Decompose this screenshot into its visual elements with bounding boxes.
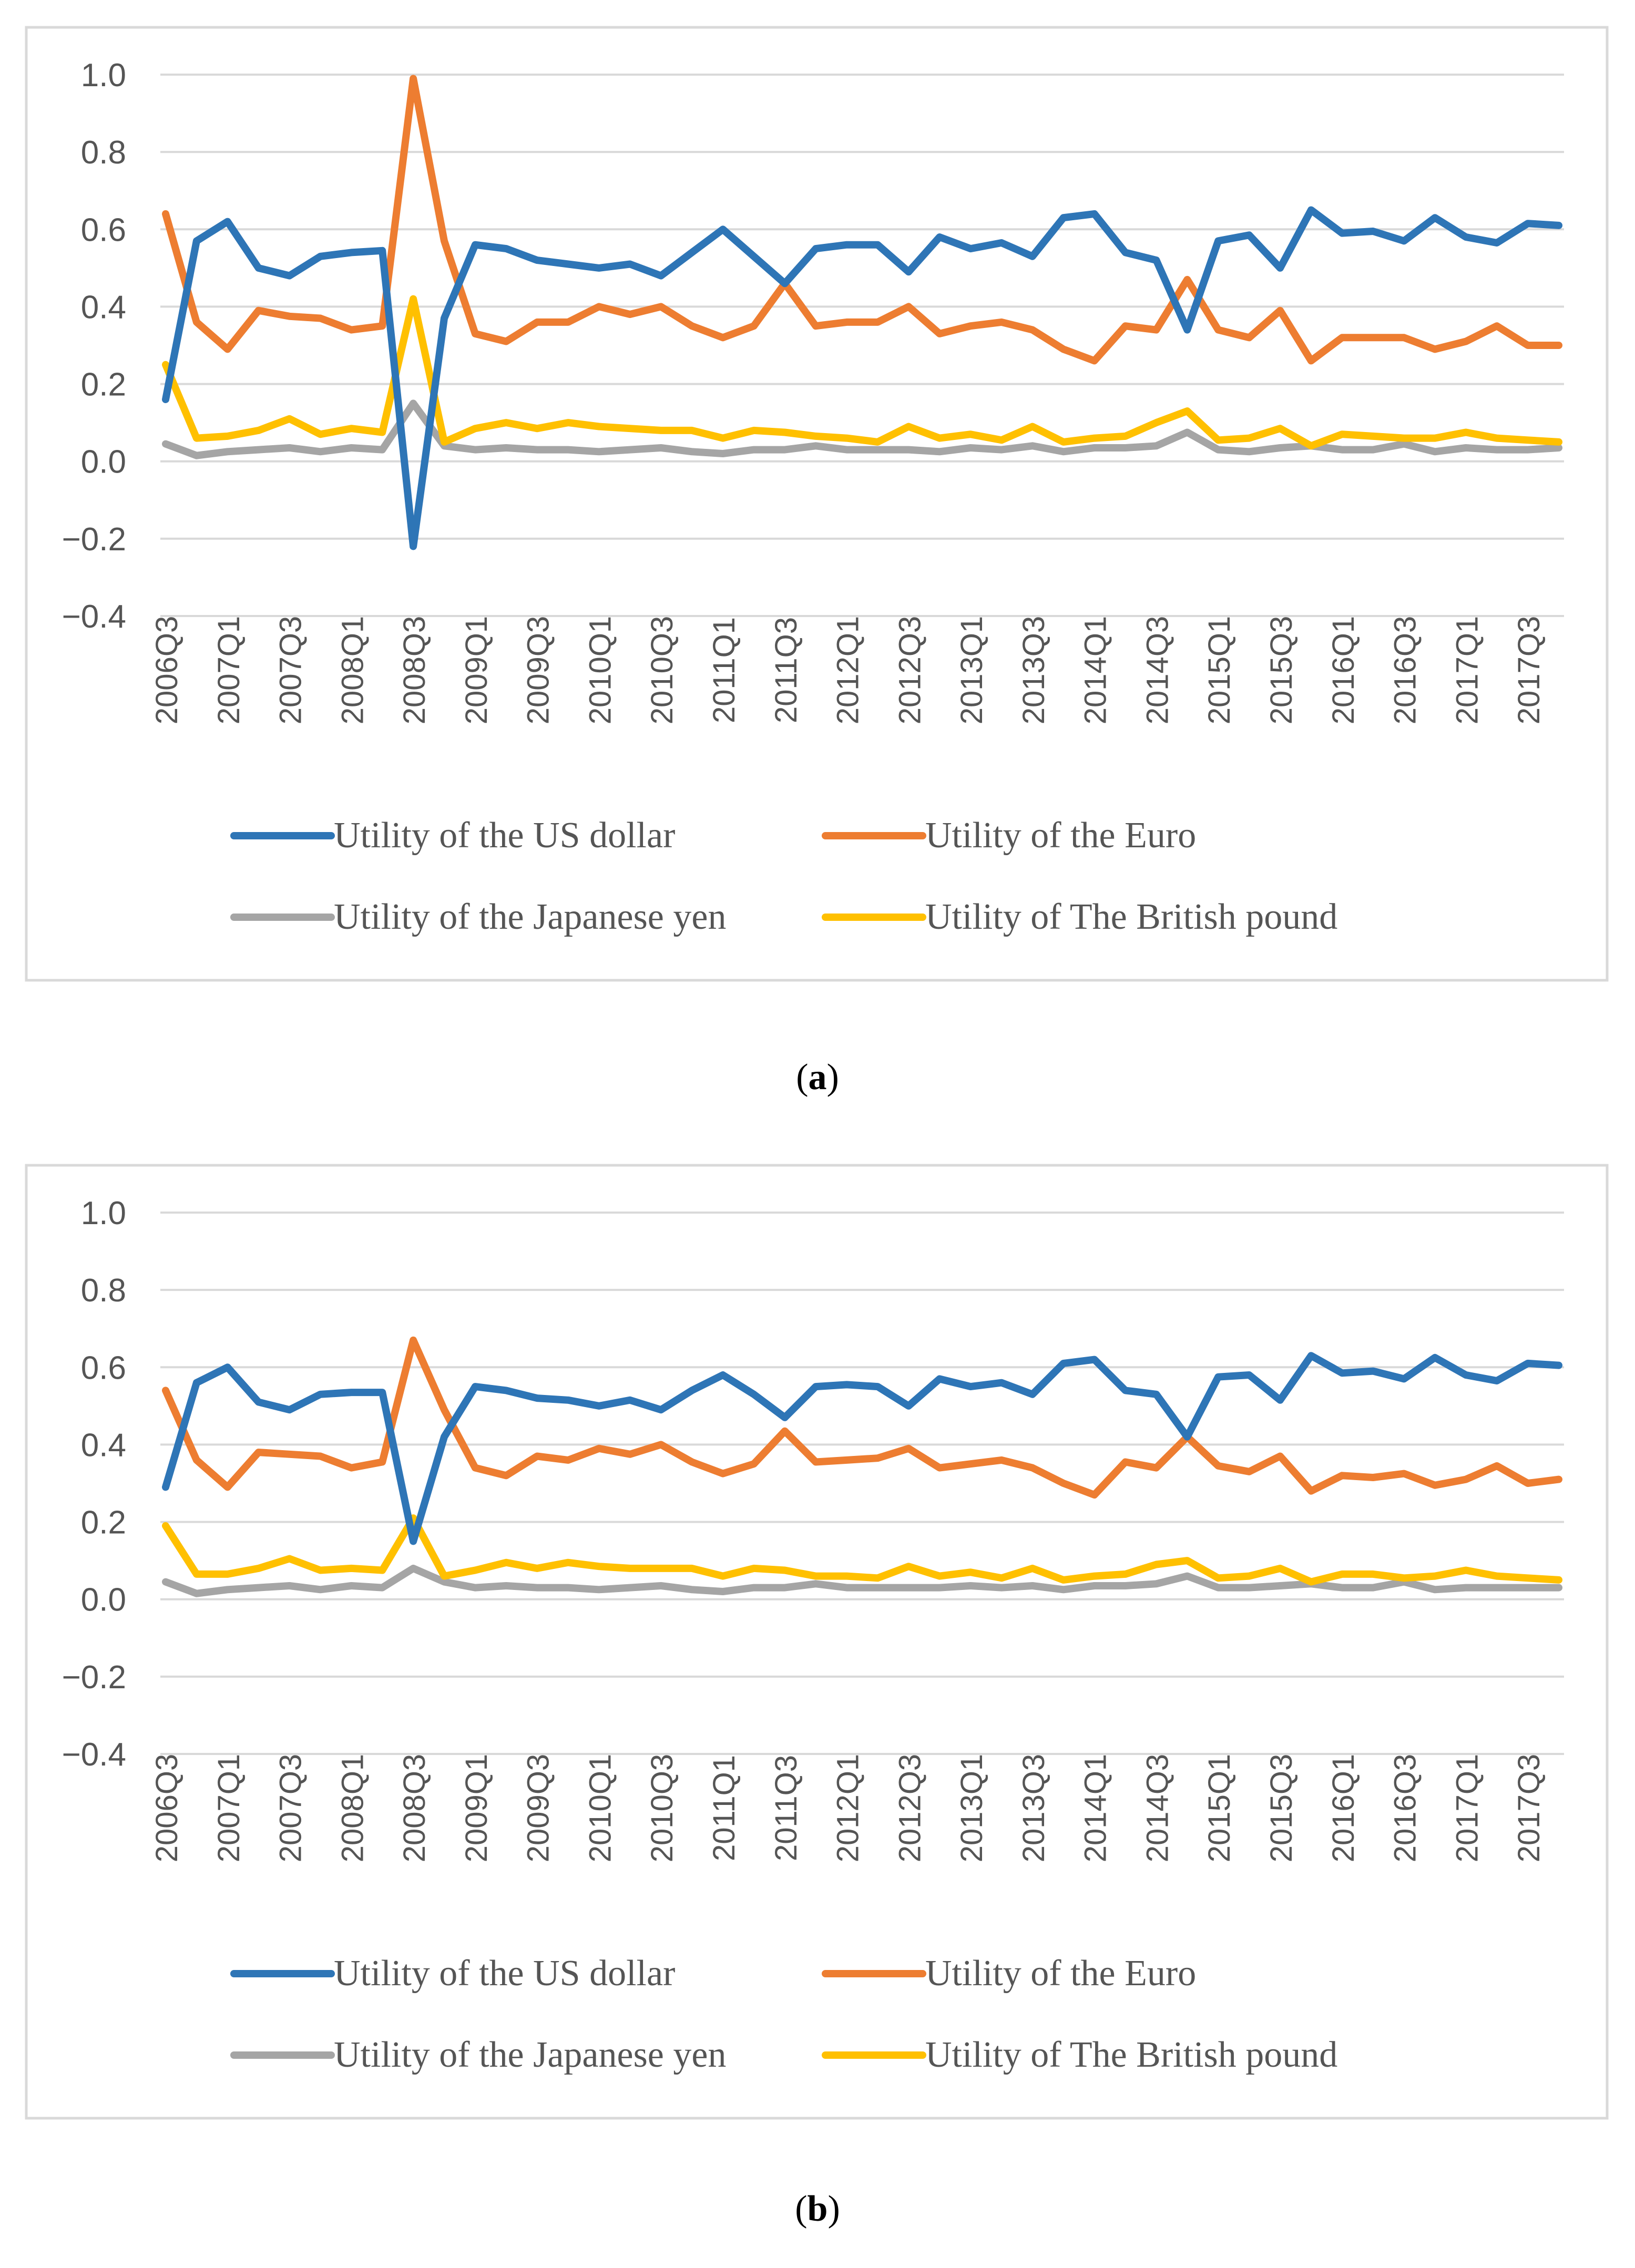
y-tick-label: 0.4 bbox=[81, 1427, 126, 1463]
x-tick-label: 2012Q1 bbox=[831, 616, 865, 724]
chart-border bbox=[25, 26, 1609, 982]
series-lines bbox=[162, 75, 1562, 550]
y-tick-label: 1.0 bbox=[81, 1195, 126, 1232]
x-tick-label: 2011Q1 bbox=[707, 1755, 741, 1861]
x-tick-label: 2016Q1 bbox=[1326, 616, 1361, 724]
x-tick-label: 2010Q3 bbox=[645, 1754, 679, 1862]
y-tick-label: 0.6 bbox=[81, 212, 126, 248]
x-tick-label: 2015Q3 bbox=[1264, 616, 1299, 724]
series-line-0 bbox=[162, 206, 1562, 550]
x-tick-label: 2011Q1 bbox=[707, 617, 741, 723]
series-line-0 bbox=[162, 1352, 1562, 1545]
x-tick-label: 2013Q3 bbox=[1017, 1754, 1051, 1862]
x-tick-label: 2015Q1 bbox=[1202, 616, 1237, 724]
y-tick-label: 0.8 bbox=[81, 135, 126, 171]
x-tick-label: 2007Q1 bbox=[212, 1754, 246, 1862]
legend-label: Utility of the Japanese yen bbox=[334, 2035, 726, 2075]
x-tick-labels: 2006Q3 2007Q1 2007Q3 2008Q1 2008Q3 2009Q1 2009… bbox=[150, 1754, 1546, 1862]
y-tick-label: 0.8 bbox=[81, 1272, 126, 1309]
series-line-1 bbox=[162, 1336, 1562, 1499]
x-tick-label: 2014Q3 bbox=[1140, 1754, 1174, 1862]
legend: Utility of the US dollar Utility of the E… bbox=[230, 1953, 1337, 2075]
y-tick-label: −0.2 bbox=[62, 521, 126, 558]
x-tick-label: 2009Q3 bbox=[522, 1754, 556, 1862]
y-tick-label: −0.4 bbox=[62, 1737, 126, 1773]
series-line-1 bbox=[162, 75, 1562, 365]
y-tick-label: 0.0 bbox=[81, 444, 126, 480]
legend-label: Utility of The British pound bbox=[925, 897, 1337, 937]
x-tick-label: 2016Q3 bbox=[1388, 616, 1423, 724]
legend: Utility of the US dollar Utility of the E… bbox=[230, 815, 1337, 937]
x-tick-label: 2007Q3 bbox=[274, 1754, 308, 1862]
x-tick-label: 2017Q1 bbox=[1450, 616, 1484, 724]
series-lines bbox=[162, 1336, 1562, 1597]
x-tick-label: 2006Q3 bbox=[150, 616, 184, 724]
x-tick-label: 2008Q3 bbox=[397, 1754, 432, 1862]
x-tick-label: 2007Q1 bbox=[212, 616, 246, 724]
x-tick-label: 2012Q1 bbox=[831, 1754, 865, 1862]
legend-label: Utility of The British pound bbox=[925, 2035, 1337, 2075]
chart-border bbox=[25, 1164, 1609, 2120]
x-tick-label: 2012Q3 bbox=[893, 1754, 927, 1862]
x-tick-labels: 2006Q3 2007Q1 2007Q3 2008Q1 2008Q3 2009Q1 2009… bbox=[150, 616, 1546, 724]
x-tick-label: 2016Q1 bbox=[1326, 1754, 1361, 1862]
x-tick-label: 2013Q1 bbox=[955, 616, 989, 724]
x-tick-label: 2008Q3 bbox=[397, 616, 432, 724]
x-tick-label: 2014Q1 bbox=[1079, 616, 1113, 724]
x-tick-label: 2011Q3 bbox=[769, 617, 803, 723]
series-line-2 bbox=[162, 1564, 1562, 1597]
x-tick-label: 2017Q3 bbox=[1512, 616, 1546, 724]
x-tick-label: 2010Q3 bbox=[645, 616, 679, 724]
y-tick-label: −0.2 bbox=[62, 1659, 126, 1696]
x-tick-label: 2012Q3 bbox=[893, 616, 927, 724]
y-tick-label: 0.6 bbox=[81, 1350, 126, 1386]
x-tick-label: 2013Q3 bbox=[1017, 616, 1051, 724]
x-tick-label: 2016Q3 bbox=[1388, 1754, 1423, 1862]
x-tick-label: 2008Q1 bbox=[335, 616, 370, 724]
y-tick-label: 0.2 bbox=[81, 1505, 126, 1541]
y-tick-label: 0.0 bbox=[81, 1582, 126, 1618]
y-tick-label: 0.2 bbox=[81, 367, 126, 403]
legend-label: Utility of the US dollar bbox=[334, 815, 675, 856]
panel-caption: (b) bbox=[795, 2189, 840, 2229]
x-tick-label: 2017Q1 bbox=[1450, 1754, 1484, 1862]
y-tick-labels: 1.0 0.8 0.6 0.4 0.2 0.0 −0.2 −0.4 bbox=[62, 1195, 126, 1773]
panel-caption: (a) bbox=[796, 1057, 839, 1097]
x-tick-label: 2011Q3 bbox=[769, 1755, 803, 1861]
y-tick-label: 1.0 bbox=[81, 57, 126, 94]
x-tick-label: 2014Q3 bbox=[1140, 616, 1174, 724]
y-tick-label: 0.4 bbox=[81, 289, 126, 325]
chart-panel-b: 1.00.80.60.40.20.0−0.2−0.4 2006Q3 2007Q1 2… bbox=[25, 1164, 1609, 2229]
legend-label: Utility of the Euro bbox=[925, 815, 1196, 856]
x-tick-label: 2015Q3 bbox=[1264, 1754, 1299, 1862]
x-tick-label: 2009Q3 bbox=[522, 616, 556, 724]
x-tick-label: 2007Q3 bbox=[274, 616, 308, 724]
x-tick-label: 2010Q1 bbox=[583, 1754, 617, 1862]
chart-panel-a: 1.00.80.60.40.20.0−0.2−0.4 2006Q3 2007Q1 2… bbox=[25, 26, 1609, 1097]
x-tick-label: 2008Q1 bbox=[335, 1754, 370, 1862]
x-tick-label: 2015Q1 bbox=[1202, 1754, 1237, 1862]
x-tick-label: 2014Q1 bbox=[1079, 1754, 1113, 1862]
x-tick-label: 2013Q1 bbox=[955, 1754, 989, 1862]
legend-label: Utility of the Japanese yen bbox=[334, 897, 726, 937]
x-tick-label: 2009Q1 bbox=[459, 616, 494, 724]
x-tick-label: 2009Q1 bbox=[459, 1754, 494, 1862]
legend-label: Utility of the Euro bbox=[925, 1953, 1196, 1994]
y-tick-labels: 1.0 0.8 0.6 0.4 0.2 0.0 −0.2 −0.4 bbox=[62, 57, 126, 635]
legend-label: Utility of the US dollar bbox=[334, 1953, 675, 1994]
series-line-3 bbox=[162, 1514, 1562, 1586]
x-tick-label: 2006Q3 bbox=[150, 1754, 184, 1862]
x-tick-label: 2017Q3 bbox=[1512, 1754, 1546, 1862]
y-tick-label: −0.4 bbox=[62, 599, 126, 635]
x-tick-label: 2010Q1 bbox=[583, 616, 617, 724]
